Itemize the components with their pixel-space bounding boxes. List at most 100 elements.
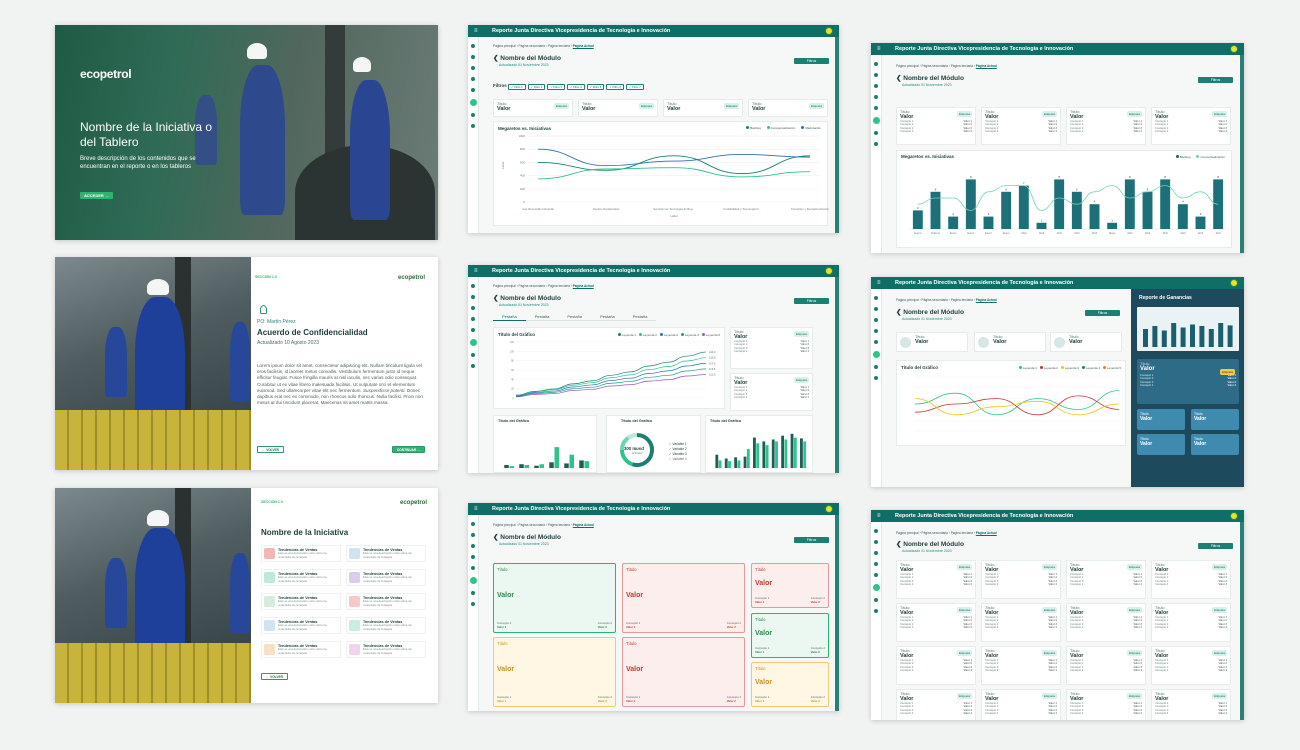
initiative-item[interactable]: Tendencias de Ventas Esta es una descripc… — [261, 593, 341, 610]
aside-tile[interactable]: Título Valor — [1191, 434, 1239, 455]
grid-icon[interactable] — [471, 555, 475, 559]
menu-icon[interactable]: ≡ — [474, 268, 478, 274]
filter-chip[interactable]: ✓ Filtro 4 — [567, 84, 585, 90]
back-button[interactable]: ← VOLVER — [261, 673, 288, 680]
home-icon[interactable] — [471, 522, 475, 526]
initiative-item[interactable]: Tendencias de Ventas Esta es una descripc… — [346, 569, 426, 586]
tab[interactable]: Pestaña — [591, 313, 624, 321]
chart-icon[interactable] — [471, 295, 475, 299]
globe-icon[interactable] — [874, 106, 878, 110]
continue-button[interactable]: CONTINUAR → — [392, 446, 426, 453]
filters-button[interactable]: Filtros — [794, 537, 829, 543]
menu-icon[interactable]: ≡ — [877, 280, 881, 286]
breadcrumb[interactable]: Página principal › Página secundaria › P… — [493, 523, 594, 527]
star-icon[interactable] — [874, 598, 878, 602]
star-icon[interactable] — [471, 113, 475, 117]
active-icon[interactable] — [872, 584, 880, 591]
color-card[interactable]: Título Valor Concepto 1 Valor 1 Concepto 2 Va… — [622, 637, 745, 707]
active-icon[interactable] — [469, 577, 477, 584]
help-icon[interactable] — [471, 364, 475, 368]
filters-button[interactable]: Filtros — [1198, 543, 1233, 549]
chart-icon[interactable] — [874, 307, 878, 311]
chart-icon[interactable] — [471, 55, 475, 59]
initiative-item[interactable]: Tendencias de Ventas Esta es una descripc… — [346, 545, 426, 562]
star-icon[interactable] — [471, 353, 475, 357]
filter-chip[interactable]: ✓ Filtro 7 — [626, 84, 644, 90]
filter-chip[interactable]: ✓ Filtro 6 — [606, 84, 625, 90]
color-card[interactable]: Título Valor Concepto 1 Valor 1 Concepto 2 Va… — [751, 613, 829, 658]
menu-icon[interactable]: ≡ — [877, 513, 881, 519]
initiative-item[interactable]: Tendencias de Ventas Esta es una descripc… — [346, 617, 426, 634]
active-icon[interactable] — [872, 351, 880, 358]
tab[interactable]: Pestaña — [493, 313, 526, 321]
home-icon[interactable] — [471, 44, 475, 48]
chart-icon[interactable] — [874, 540, 878, 544]
star-icon[interactable] — [874, 365, 878, 369]
table-icon[interactable] — [471, 306, 475, 310]
breadcrumb[interactable]: Página principal › Página secundaria › P… — [493, 284, 594, 288]
globe-icon[interactable] — [874, 340, 878, 344]
breadcrumb[interactable]: Página principal › Página secundaria › P… — [896, 531, 997, 535]
color-card[interactable]: Título Valor Concepto 1 Valor 1 Concepto 2 Va… — [622, 563, 745, 633]
initiative-item[interactable]: Tendencias de Ventas Esta es una descripc… — [261, 641, 341, 658]
table-icon[interactable] — [471, 544, 475, 548]
help-icon[interactable] — [471, 124, 475, 128]
star-icon[interactable] — [874, 131, 878, 135]
breadcrumb[interactable]: Página principal › Página secundaria › P… — [493, 44, 594, 48]
aside-tile[interactable]: Título Valor — [1137, 434, 1185, 455]
grid-icon[interactable] — [874, 329, 878, 333]
initiative-item[interactable]: Tendencias de Ventas Esta es una descripc… — [261, 545, 341, 562]
filters-button[interactable]: Filtros — [1085, 310, 1120, 316]
access-button[interactable]: ACCEDER → — [80, 192, 113, 199]
table-icon[interactable] — [874, 84, 878, 88]
grid-icon[interactable] — [874, 95, 878, 99]
globe-icon[interactable] — [471, 328, 475, 332]
filter-chip[interactable]: ✓ Filtro 2 — [527, 84, 546, 90]
globe-icon[interactable] — [471, 88, 475, 92]
help-icon[interactable] — [874, 142, 878, 146]
filters-button[interactable]: Filtros — [1198, 77, 1233, 83]
menu-icon[interactable]: ≡ — [474, 28, 478, 34]
aside-tile[interactable]: Título Valor — [1137, 409, 1185, 430]
breadcrumb[interactable]: Página principal › Página secundaria › P… — [896, 64, 997, 68]
color-card[interactable]: Título Valor Concepto 1 Valor 1 Concepto 2 Va… — [493, 637, 616, 707]
filter-chip[interactable]: ✓ Filtro 3 — [547, 84, 566, 90]
tab[interactable]: Pestaña — [525, 313, 559, 321]
aside-tile[interactable]: Título Valor — [1191, 409, 1239, 430]
color-card[interactable]: Título Valor Concepto 1 Valor 1 Concepto 2 Va… — [751, 662, 829, 707]
color-card[interactable]: Título Valor Concepto 1 Valor 1 Concepto 2 Va… — [751, 563, 829, 608]
home-icon[interactable] — [471, 284, 475, 288]
grid-icon[interactable] — [471, 77, 475, 81]
back-button[interactable]: ← VOLVER — [257, 446, 284, 453]
breadcrumb[interactable]: Página principal › Página secundaria › P… — [896, 298, 997, 302]
table-icon[interactable] — [874, 551, 878, 555]
initiative-item[interactable]: Tendencias de Ventas Esta es una descripc… — [261, 617, 341, 634]
help-icon[interactable] — [471, 602, 475, 606]
filter-chip[interactable]: ✓ Filtro 1 — [508, 84, 526, 90]
menu-icon[interactable]: ≡ — [474, 506, 478, 512]
help-icon[interactable] — [874, 376, 878, 380]
initiative-item[interactable]: Tendencias de Ventas Esta es una descripc… — [346, 593, 426, 610]
globe-icon[interactable] — [874, 573, 878, 577]
filters-button[interactable]: Filtros — [794, 298, 829, 304]
filters-button[interactable]: Filtros — [794, 58, 829, 64]
tab[interactable]: Pestaña — [623, 313, 657, 321]
globe-icon[interactable] — [471, 566, 475, 570]
filter-chip[interactable]: ✓ Filtro 5 — [586, 84, 605, 90]
active-icon[interactable] — [872, 117, 880, 124]
table-icon[interactable] — [471, 66, 475, 70]
tab[interactable]: Pestaña — [558, 313, 592, 321]
initiative-item[interactable]: Tendencias de Ventas Esta es una descripc… — [261, 569, 341, 586]
help-icon[interactable] — [874, 609, 878, 613]
grid-icon[interactable] — [874, 562, 878, 566]
home-icon[interactable] — [874, 296, 878, 300]
table-icon[interactable] — [874, 318, 878, 322]
chart-icon[interactable] — [471, 533, 475, 537]
chart-icon[interactable] — [874, 73, 878, 77]
grid-icon[interactable] — [471, 317, 475, 321]
active-icon[interactable] — [469, 99, 477, 106]
initiative-item[interactable]: Tendencias de Ventas Esta es una descripc… — [346, 641, 426, 658]
home-icon[interactable] — [874, 62, 878, 66]
active-icon[interactable] — [469, 339, 477, 346]
menu-icon[interactable]: ≡ — [877, 46, 881, 52]
